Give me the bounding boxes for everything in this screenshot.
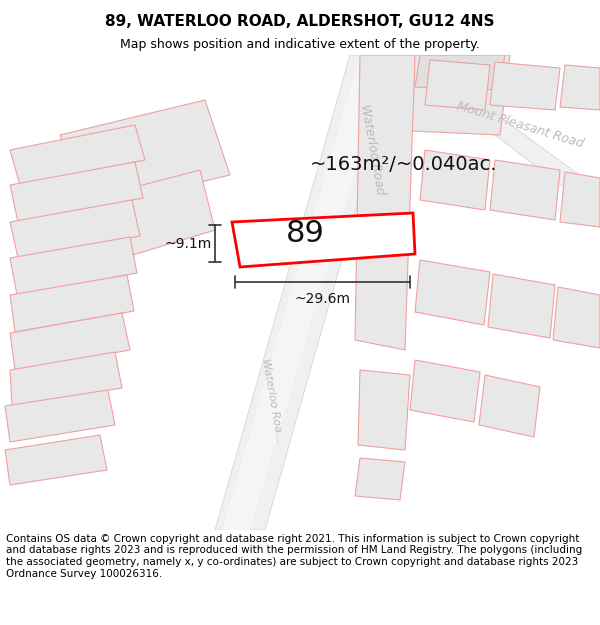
Polygon shape <box>10 125 145 185</box>
Polygon shape <box>355 55 415 350</box>
Polygon shape <box>488 274 555 338</box>
Polygon shape <box>10 237 137 295</box>
Polygon shape <box>358 370 410 450</box>
Polygon shape <box>222 55 390 530</box>
Polygon shape <box>85 170 215 265</box>
Polygon shape <box>10 162 143 222</box>
Polygon shape <box>232 213 415 267</box>
Polygon shape <box>10 275 134 332</box>
Polygon shape <box>5 390 115 442</box>
Text: 89: 89 <box>286 219 325 249</box>
Polygon shape <box>60 100 230 210</box>
Polygon shape <box>215 55 400 530</box>
Text: Waterloo Road: Waterloo Road <box>358 104 386 196</box>
Text: ~9.1m: ~9.1m <box>165 236 212 251</box>
Polygon shape <box>479 375 540 437</box>
Polygon shape <box>10 200 140 258</box>
Text: Map shows position and indicative extent of the property.: Map shows position and indicative extent… <box>120 38 480 51</box>
Polygon shape <box>490 62 560 110</box>
Text: ~29.6m: ~29.6m <box>295 292 350 306</box>
Polygon shape <box>390 55 600 215</box>
Polygon shape <box>560 172 600 227</box>
Text: 89, WATERLOO ROAD, ALDERSHOT, GU12 4NS: 89, WATERLOO ROAD, ALDERSHOT, GU12 4NS <box>105 14 495 29</box>
Text: ~163m²/~0.040ac.: ~163m²/~0.040ac. <box>310 156 497 174</box>
Text: Contains OS data © Crown copyright and database right 2021. This information is : Contains OS data © Crown copyright and d… <box>6 534 582 579</box>
Polygon shape <box>10 352 122 406</box>
Polygon shape <box>553 287 600 348</box>
Polygon shape <box>5 435 107 485</box>
Polygon shape <box>420 150 490 210</box>
Polygon shape <box>490 160 560 220</box>
Polygon shape <box>10 313 130 370</box>
Text: Waterloo Roa...: Waterloo Roa... <box>260 357 284 442</box>
Polygon shape <box>410 360 480 422</box>
Polygon shape <box>390 55 510 135</box>
Polygon shape <box>355 458 405 500</box>
Text: Mount Pleasant Road: Mount Pleasant Road <box>455 99 585 151</box>
Polygon shape <box>415 55 505 90</box>
Polygon shape <box>415 260 490 325</box>
Polygon shape <box>560 65 600 110</box>
Polygon shape <box>425 60 490 110</box>
